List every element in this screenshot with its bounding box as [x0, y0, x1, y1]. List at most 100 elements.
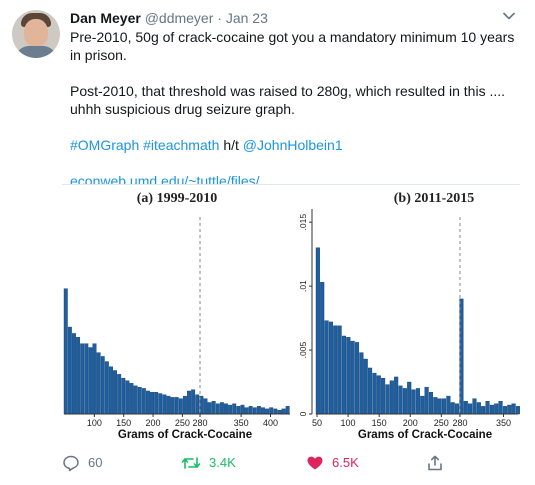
- chart-bar: [261, 407, 265, 415]
- chart-bar: [320, 282, 325, 415]
- chart-bar: [502, 406, 507, 415]
- chart-bar: [315, 247, 320, 415]
- chart-bar: [468, 403, 473, 415]
- chart-bar: [236, 406, 241, 415]
- chart-bar: [104, 361, 109, 415]
- chart-bar: [63, 288, 68, 415]
- like-action[interactable]: 6.5K: [306, 453, 359, 473]
- chart-bar: [248, 406, 253, 415]
- chart-bar: [446, 395, 451, 415]
- chart-bar: [341, 335, 347, 415]
- tweet-tags-line: #OMGraph #iteachmath h/t @JohnHolbein1: [70, 136, 515, 154]
- chart-bar: [285, 406, 290, 415]
- hashtag-iteachmath[interactable]: #iteachmath: [143, 137, 220, 153]
- chart-bar: [170, 397, 175, 415]
- x-tick-label: 280: [192, 418, 207, 428]
- chart-bar: [402, 388, 407, 415]
- chart-bar: [240, 404, 245, 415]
- chart-bar: [256, 406, 261, 415]
- chart-title: (b) 2011-2015: [394, 191, 475, 206]
- chart-bar: [215, 403, 220, 415]
- reply-action[interactable]: 60: [62, 453, 102, 473]
- chart-bar: [441, 398, 447, 415]
- chart-bar: [109, 366, 113, 415]
- chart-bar: [100, 356, 105, 415]
- chart-bar: [162, 394, 167, 415]
- chart-bar: [125, 380, 130, 415]
- chart-title: (a) 1999-2010: [137, 191, 218, 206]
- hashtag-omgraph[interactable]: #OMGraph: [70, 137, 140, 153]
- mention-johnholbein1[interactable]: @JohnHolbein1: [242, 137, 343, 153]
- chart-bar: [76, 337, 81, 415]
- reply-count: 60: [88, 455, 103, 470]
- x-tick-label: 50: [312, 418, 322, 428]
- y-tick-label: 0: [298, 411, 308, 416]
- chart-bar: [376, 375, 381, 415]
- chart-bar: [166, 395, 171, 415]
- x-tick-label: 150: [116, 418, 131, 428]
- y-tick-label: .01: [298, 280, 308, 292]
- chart-bar: [472, 398, 477, 415]
- tweet-media[interactable]: (a) 1999-2010 100 150 200 250 280 350 400 Grams …: [62, 184, 521, 441]
- chart-bar: [244, 407, 249, 415]
- author-handle[interactable]: @ddmeyer: [144, 10, 214, 26]
- author-name[interactable]: Dan Meyer: [70, 10, 141, 26]
- share-icon: [428, 455, 442, 471]
- share-action[interactable]: [426, 453, 444, 473]
- chart-bar: [145, 390, 150, 415]
- x-tick-label: 100: [87, 418, 102, 428]
- chart-bar: [207, 402, 212, 415]
- retweet-action[interactable]: 3.4K: [181, 453, 236, 473]
- chart-panel-a: (a) 1999-2010 100 150 200 250 280 350 400 Grams …: [63, 191, 290, 441]
- x-tick-label: 280: [452, 418, 467, 428]
- chevron-down-icon[interactable]: [501, 8, 517, 24]
- chart-bar: [515, 406, 521, 415]
- tweet-text: Pre-2010, 50g of crack-cocaine got you a…: [70, 28, 515, 190]
- chart-bar: [494, 403, 499, 415]
- chart-bar: [407, 381, 412, 415]
- chart-bar: [129, 383, 134, 415]
- chart-bar: [324, 320, 329, 415]
- y-tick-label: .005: [298, 342, 308, 359]
- chart-bar: [428, 392, 434, 415]
- chart-bar: [117, 374, 122, 415]
- chart-bar: [363, 358, 368, 415]
- x-tick-label: 250: [175, 418, 190, 428]
- chart-bar: [394, 376, 399, 415]
- chart-bar: [476, 402, 481, 415]
- hat-tip-text: h/t: [223, 137, 239, 153]
- x-tick-label: 200: [146, 418, 161, 428]
- chart-bar: [141, 388, 146, 415]
- chart-bar: [485, 401, 490, 415]
- tweet-header: Dan Meyer @ddmeyer · Jan 23: [70, 9, 268, 27]
- chart-bar: [368, 367, 373, 415]
- avatar[interactable]: [12, 10, 60, 58]
- x-axis-label: Grams of Crack-Cocaine: [118, 429, 252, 441]
- chart-bar: [178, 398, 183, 415]
- chart-bar: [72, 333, 76, 415]
- chart-bar: [359, 352, 364, 415]
- chart-bar: [252, 407, 257, 415]
- chart-bar: [411, 389, 416, 415]
- chart-bar: [96, 352, 101, 415]
- chart-bar: [398, 385, 403, 415]
- chart-bar: [354, 342, 360, 415]
- chart-bar: [424, 386, 429, 415]
- x-tick-label: 100: [341, 418, 356, 428]
- chart-bar: [137, 386, 142, 415]
- chart-bar: [195, 394, 200, 415]
- chart-bar: [113, 370, 118, 415]
- chart-bar: [455, 403, 460, 415]
- chart-bar: [67, 326, 72, 415]
- tweet-paragraph-1: Pre-2010, 50g of crack-cocaine got you a…: [70, 29, 515, 63]
- chart-bar: [337, 325, 342, 415]
- tweet-date[interactable]: Jan 23: [225, 10, 268, 26]
- retweet-count: 3.4K: [209, 455, 236, 470]
- chart-bar: [333, 325, 338, 415]
- chart-bar: [191, 389, 196, 415]
- chart-bar: [481, 406, 486, 415]
- chart-bar: [350, 340, 355, 415]
- chart-bar: [511, 403, 516, 415]
